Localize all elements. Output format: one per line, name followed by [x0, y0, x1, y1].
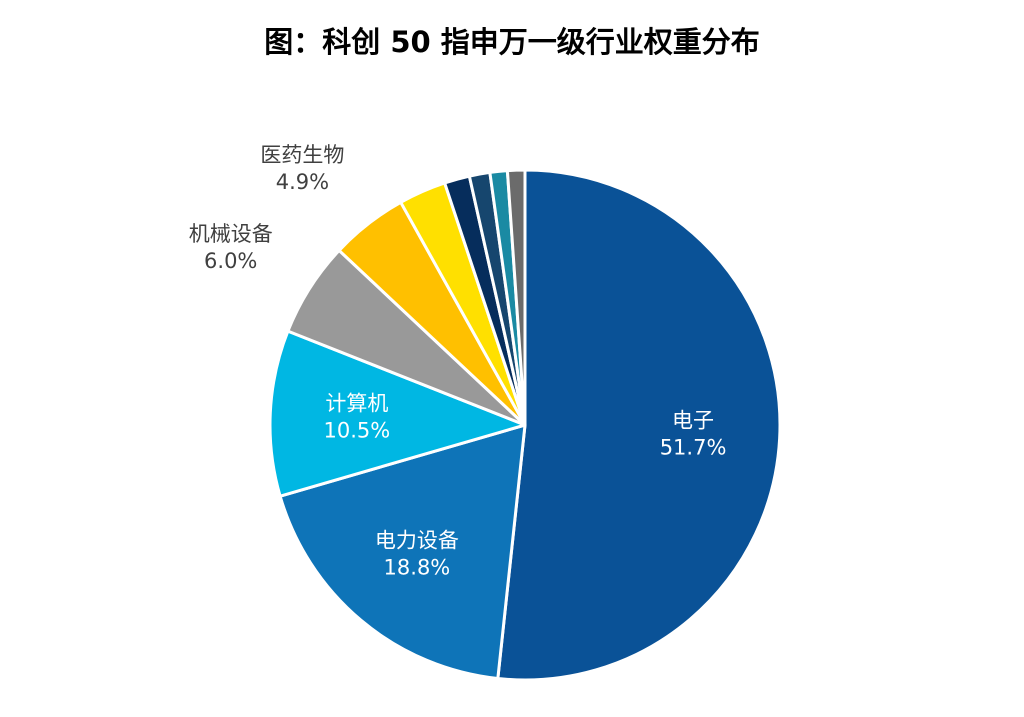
- pie-slice-2-name-label: 电力设备: [375, 529, 459, 553]
- pie-slice-2: [278, 423, 527, 681]
- pie-slice-4-value-label: 6.0%: [204, 249, 257, 273]
- pie-slice-3: [268, 329, 527, 498]
- pie-slice-5-name-label: 医药生物: [260, 143, 344, 167]
- pie-slice-1-name-label: 电子: [672, 408, 714, 432]
- pie-slice-5-value-label: 4.9%: [276, 170, 329, 194]
- pie-slice-4-name-label: 机械设备: [189, 222, 273, 246]
- pie-slice-2-value-label: 18.8%: [384, 556, 451, 580]
- pie-slice-1: [496, 168, 782, 682]
- chart-title: 图：科创 50 指申万一级行业权重分布: [264, 25, 760, 59]
- pie-slice-10: [505, 168, 527, 427]
- pie-slice-3-name-label: 计算机: [325, 392, 388, 416]
- pie-slice-3-value-label: 10.5%: [324, 419, 391, 443]
- pie-slice-1-value-label: 51.7%: [660, 435, 727, 459]
